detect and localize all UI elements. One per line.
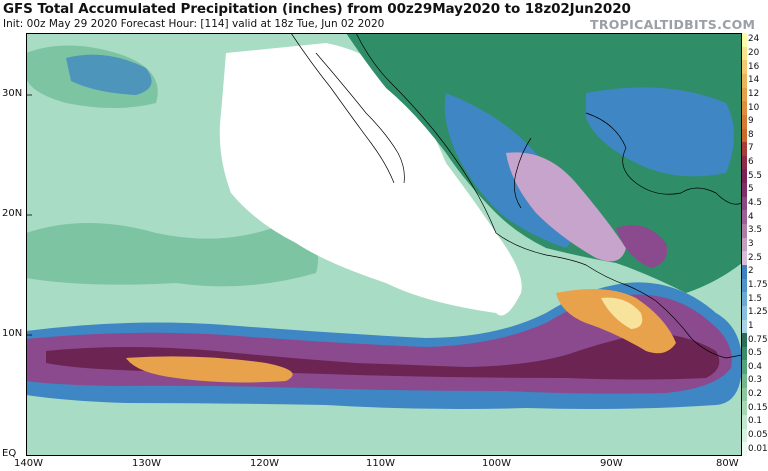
colorbar-label: 0.3	[748, 375, 762, 386]
colorbar-label: 0.15	[748, 402, 768, 413]
map-subtitle: Init: 00z May 29 2020 Forecast Hour: [11…	[3, 18, 385, 30]
colorbar-swatch	[742, 264, 747, 280]
lat-label: 30N	[2, 88, 23, 99]
lat-label: EQ	[2, 448, 17, 459]
colorbar-swatch	[742, 210, 747, 225]
precip-area	[601, 297, 643, 329]
colorbar-swatch	[742, 101, 747, 116]
lat-label: 10N	[2, 328, 23, 339]
map-title: GFS Total Accumulated Precipitation (inc…	[3, 1, 631, 17]
colorbar-label: 5.5	[748, 170, 762, 181]
colorbar-label: 0.5	[748, 348, 762, 359]
precip-area	[506, 152, 626, 262]
lat-label: 20N	[2, 208, 23, 219]
colorbar-swatch	[742, 183, 747, 198]
colorbar-label: 8	[748, 129, 754, 140]
colorbar-label: 24	[748, 34, 760, 45]
lon-label: 80W	[716, 458, 739, 469]
colorbar-swatch	[742, 360, 747, 375]
colorbar-label: 1.5	[748, 293, 762, 304]
colorbar-label: 3	[748, 239, 754, 249]
precip-area	[586, 87, 734, 177]
lon-label: 100W	[482, 458, 511, 469]
colorbar-label: 1	[748, 320, 754, 331]
colorbar-swatch	[742, 278, 747, 293]
colorbar-swatch	[742, 169, 747, 184]
precip-area	[126, 356, 293, 383]
precip-area	[616, 225, 667, 268]
coastline	[290, 33, 742, 359]
precip-area	[26, 223, 318, 287]
colorbar-swatch	[742, 374, 747, 389]
colorbar-swatch	[742, 73, 747, 89]
colorbar-swatch	[742, 46, 747, 61]
colorbar-swatch	[742, 305, 747, 321]
colorbar-label: 0.2	[748, 389, 762, 400]
colorbar-swatch	[742, 196, 747, 211]
colorbar-swatch	[742, 224, 747, 239]
colorbar-label: 7	[748, 143, 754, 154]
colorbar-swatch	[742, 237, 747, 252]
colorbar-label: 14	[748, 75, 760, 86]
colorbar-swatch	[742, 60, 747, 75]
colorbar-label: 0.4	[748, 361, 762, 372]
lon-label: 120W	[250, 458, 279, 469]
colorbar-label: 0.01	[748, 443, 768, 454]
brand-watermark: TROPICALTIDBITS.COM	[590, 17, 756, 32]
colorbar-swatch	[742, 292, 747, 307]
colorbar-label: 5	[748, 184, 754, 195]
colorbar-label: 0.1	[748, 416, 762, 427]
colorbar-legend: 24 20 16 14 12 10 9 8 7 6 5.5 5 4.5 4 3.5 3 2.5 2 1.75 1.5 1…	[742, 33, 768, 457]
colorbar-swatch	[742, 442, 747, 457]
colorbar-label: 20	[748, 47, 760, 58]
colorbar-label: 10	[748, 102, 760, 113]
colorbar-label: 2	[748, 266, 754, 277]
colorbar-swatch	[742, 319, 747, 334]
dry-region	[219, 43, 522, 316]
map-frame	[26, 33, 742, 456]
precip-area	[556, 289, 676, 354]
colorbar-swatch	[742, 33, 747, 48]
map-canvas	[26, 33, 742, 456]
colorbar-swatch	[742, 428, 747, 443]
colorbar-swatch	[742, 333, 747, 348]
colorbar-label: 6	[748, 157, 754, 168]
colorbar-swatch	[742, 142, 747, 157]
colorbar-swatch	[742, 114, 747, 129]
colorbar-swatch	[742, 346, 747, 361]
colorbar-swatch	[742, 387, 747, 402]
colorbar-label: 0.75	[748, 334, 768, 345]
colorbar-swatch	[742, 401, 747, 416]
lon-label: 90W	[600, 458, 623, 469]
precipitation-map	[26, 33, 742, 456]
colorbar-label: 9	[748, 116, 754, 127]
precip-area	[66, 54, 152, 95]
colorbar-label: 3.5	[748, 225, 762, 236]
colorbar-swatch	[742, 87, 747, 102]
colorbar-label: 2.5	[748, 252, 762, 263]
lon-label: 130W	[132, 458, 161, 469]
lon-label: 140W	[14, 458, 43, 469]
colorbar-swatch	[742, 415, 747, 430]
colorbar-swatch	[742, 155, 747, 170]
colorbar-label: 0.05	[748, 430, 768, 441]
colorbar-label: 16	[748, 61, 760, 72]
colorbar-label: 4.5	[748, 198, 762, 209]
colorbar-swatch	[742, 128, 747, 143]
colorbar-label: 4	[748, 211, 754, 222]
colorbar-label: 1.25	[748, 307, 768, 318]
lon-label: 110W	[366, 458, 395, 469]
colorbar-label: 12	[748, 88, 760, 99]
colorbar-swatch	[742, 251, 747, 266]
colorbar-label: 1.75	[748, 279, 768, 290]
